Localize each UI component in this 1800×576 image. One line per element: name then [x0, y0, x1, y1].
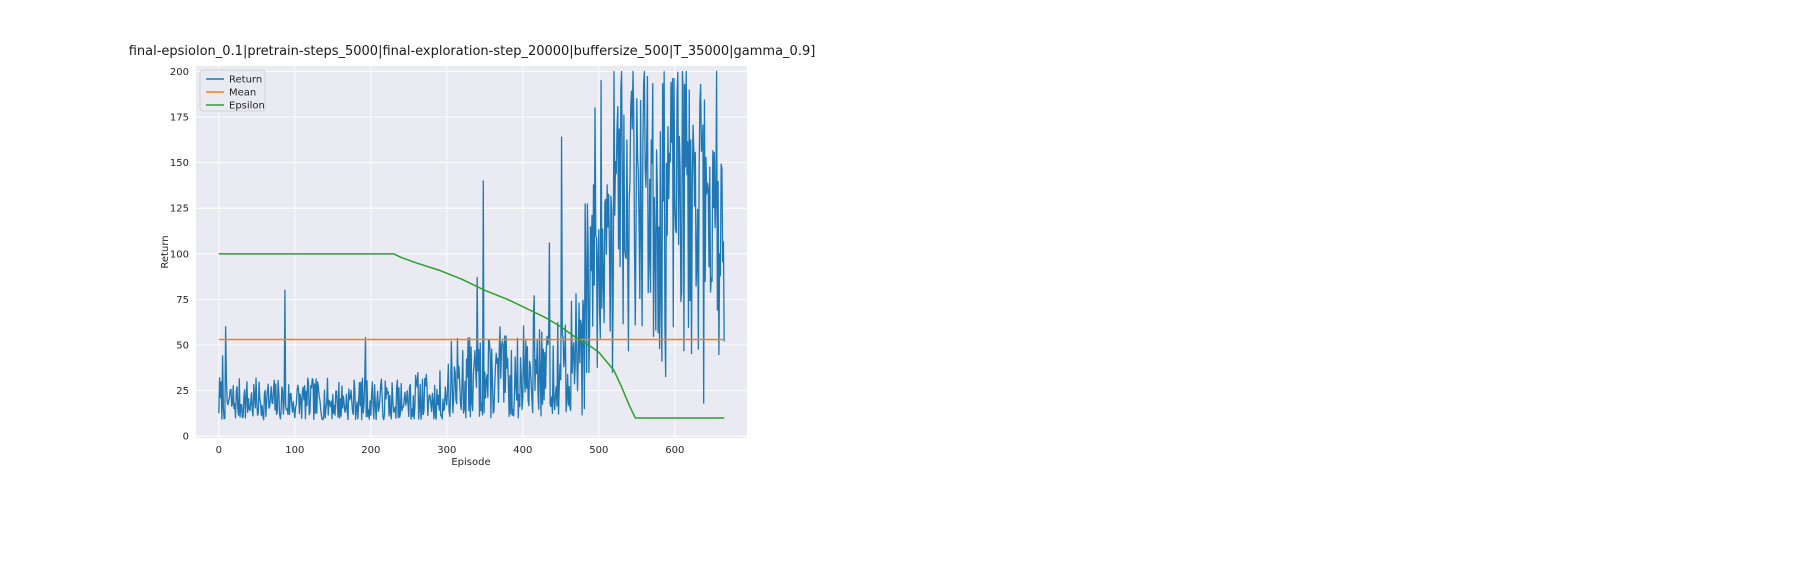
y-axis-label: Return: [160, 235, 171, 268]
y-tick-label: 100: [170, 249, 189, 260]
legend-label-return: Return: [229, 75, 262, 86]
legend: Return Mean Epsilon: [199, 69, 266, 112]
legend-box: [199, 69, 266, 112]
y-tick-label: 0: [183, 432, 189, 443]
x-tick-label: 100: [285, 445, 304, 456]
legend-label-mean: Mean: [229, 88, 256, 99]
series-line-return: [218, 70, 725, 421]
x-axis-label: Episode: [451, 457, 490, 468]
x-tick-label: 600: [665, 445, 684, 456]
y-tick-label: 200: [170, 67, 189, 78]
y-tick-label: 75: [176, 295, 189, 306]
y-tick-label: 50: [176, 341, 189, 352]
chart-title: final-epsiolon_0.1|pretrain-steps_5000|f…: [129, 44, 816, 59]
x-tick-label: 500: [589, 445, 608, 456]
y-tick-label: 175: [170, 113, 189, 124]
legend-label-epsilon: Epsilon: [229, 101, 265, 112]
y-tick-label: 25: [176, 386, 189, 397]
y-tick-label: 150: [170, 158, 189, 169]
tick-labels: 0 100 200 300 400 500 600 0 25 50 75 100 125 150 175 20…: [170, 67, 684, 456]
x-tick-label: 200: [361, 445, 380, 456]
y-tick-label: 125: [170, 204, 189, 215]
x-tick-label: 400: [513, 445, 532, 456]
x-tick-label: 300: [437, 445, 456, 456]
series-layer: [218, 70, 725, 421]
series-line-epsilon: [218, 253, 725, 419]
x-tick-label: 0: [216, 445, 222, 456]
